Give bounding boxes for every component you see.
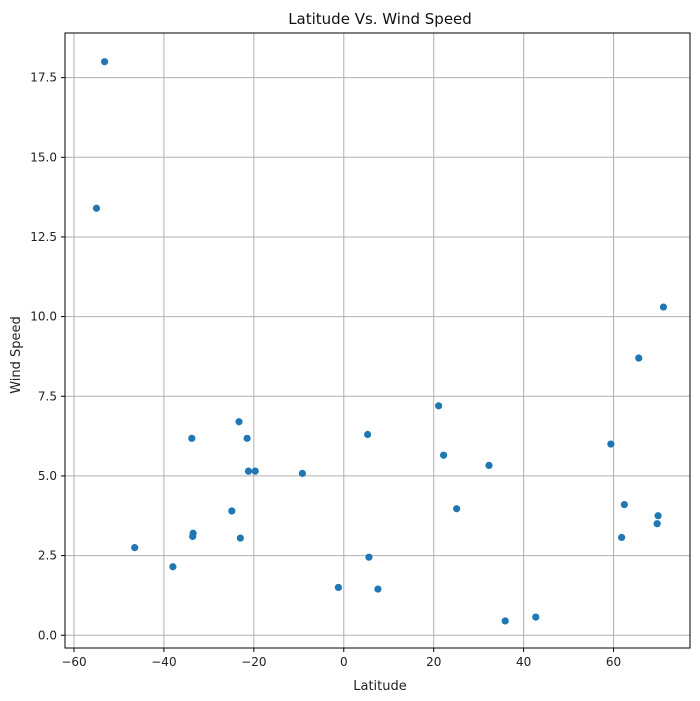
x-tick-label: 40 (516, 655, 531, 669)
data-point (485, 461, 493, 470)
y-tick-label: 2.5 (38, 549, 57, 563)
y-axis-label: Wind Speed (9, 316, 24, 394)
data-point (364, 430, 372, 439)
data-point (188, 434, 196, 442)
data-point (334, 583, 342, 592)
x-axis-ticks: −60 −40 −20 0 20 40 60 (61, 648, 621, 669)
data-point (251, 467, 259, 475)
data-point (298, 469, 307, 477)
data-point (620, 501, 628, 509)
x-tick-label: 20 (426, 655, 441, 669)
data-point (618, 533, 626, 542)
data-points (92, 58, 668, 625)
x-tick-label: −60 (61, 655, 86, 669)
data-point (374, 585, 382, 593)
data-point (365, 553, 373, 561)
data-point (243, 434, 251, 442)
y-tick-label: 17.5 (30, 71, 57, 85)
x-tick-label: −40 (151, 655, 176, 669)
data-point (439, 451, 448, 459)
data-point (453, 505, 461, 513)
data-point (228, 507, 236, 515)
data-point (532, 613, 540, 621)
y-tick-label: 15.0 (30, 150, 57, 164)
data-point (244, 467, 253, 475)
data-point (659, 303, 668, 311)
data-point (653, 520, 661, 528)
x-tick-label: 60 (606, 655, 621, 669)
y-tick-label: 7.5 (38, 389, 57, 403)
data-point (235, 418, 243, 426)
data-point (635, 354, 643, 362)
x-tick-label: 0 (340, 655, 348, 669)
x-axis-label: Latitude (353, 679, 407, 694)
data-point (501, 617, 509, 625)
data-point (169, 563, 177, 571)
data-point (92, 204, 101, 212)
y-axis-ticks: 0.0 2.5 5.0 7.5 10.0 12.5 15.0 17.5 (30, 71, 65, 642)
chart-title: Latitude Vs. Wind Speed (288, 10, 472, 28)
x-tick-label: −20 (241, 655, 266, 669)
data-point (100, 58, 109, 66)
y-tick-label: 12.5 (30, 230, 57, 244)
data-point (607, 440, 615, 448)
data-point (131, 544, 139, 552)
data-point (236, 534, 244, 542)
data-point (654, 512, 662, 520)
data-point (189, 532, 197, 541)
y-tick-label: 5.0 (38, 469, 57, 483)
data-point (435, 402, 443, 410)
grid (65, 33, 690, 648)
y-tick-label: 0.0 (38, 628, 57, 642)
plot-frame (64, 32, 691, 649)
y-tick-label: 10.0 (30, 310, 57, 324)
